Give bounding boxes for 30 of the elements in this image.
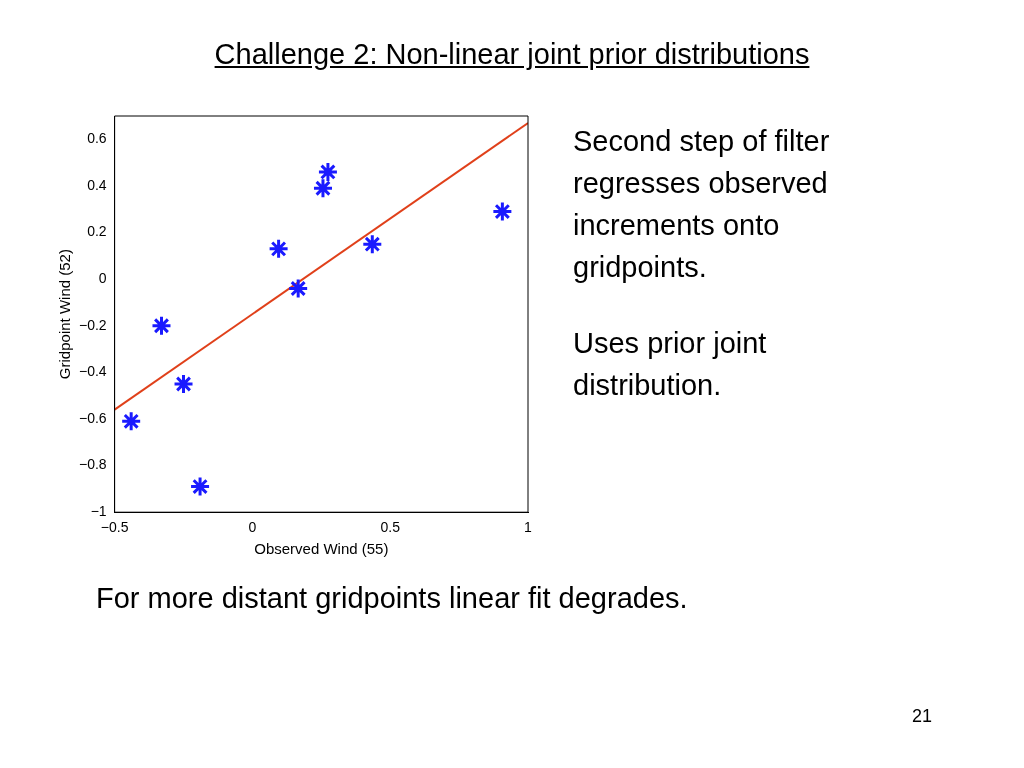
x-axis-title: Observed Wind (55) [254,540,389,558]
point [491,201,513,223]
y-tick-label: 0.2 [87,223,107,240]
point [150,315,172,337]
point [287,277,309,299]
y-tick-label: 0.6 [87,130,107,147]
y-tick-label: −0.8 [79,456,107,473]
point [312,177,334,199]
y-tick-label: 0 [98,270,107,286]
point [317,161,339,183]
y-tick-label: −1 [90,503,107,520]
point [268,238,290,260]
x-tick-label: 0.5 [380,519,401,536]
y-tick-label: −0.2 [79,316,107,333]
point [120,410,142,432]
y-tick-label: −0.6 [79,409,107,426]
text: 21 [912,706,933,727]
point [361,233,383,255]
text: Second step of filter regresses observed increments onto gridpoints. [573,124,831,285]
point [189,476,211,498]
chart-title: Challenge 2: Non-linear joint prior distributions [213,38,811,71]
text: Uses prior joint distribution. [573,326,768,403]
x-tick-label: 1 [524,519,533,536]
x-tick-label: −0.5 [100,519,129,536]
y-axis-title: Gridpoint Wind (52) [56,249,74,380]
y-tick-label: −0.4 [79,363,107,380]
y-tick-label: 0.4 [87,176,107,193]
text: For more distant gridpoints linear fit degrades. [96,582,688,615]
point [173,373,195,395]
x-tick-label: 0 [248,519,257,536]
